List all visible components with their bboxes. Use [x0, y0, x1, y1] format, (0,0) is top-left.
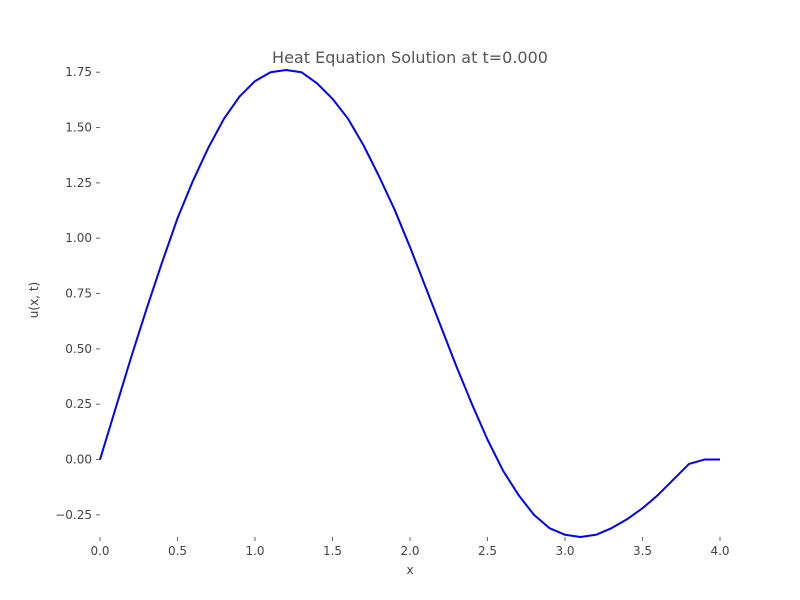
- y-tick-label: 0.50: [65, 342, 92, 356]
- y-tick-label: 1.00: [65, 231, 92, 245]
- x-tick-label: 2.0: [400, 544, 419, 558]
- y-tick-label: 1.50: [65, 121, 92, 135]
- x-tick-label: 3.0: [555, 544, 574, 558]
- series-layer: [99, 69, 720, 538]
- chart-title: Heat Equation Solution at t=0.000: [272, 48, 548, 67]
- x-tick-label: 1.0: [245, 544, 264, 558]
- x-tick-label: 0.5: [168, 544, 187, 558]
- y-tick-label: 1.75: [65, 65, 92, 79]
- y-tick-label: 0.00: [65, 453, 92, 467]
- series-line: [99, 69, 720, 538]
- x-tick-label: 1.5: [323, 544, 342, 558]
- x-tick-label: 4.0: [710, 544, 729, 558]
- y-axis: −0.25 0.00 0.25 0.50 0.75 1.00 1.25 1.50 1.75: [55, 65, 100, 522]
- y-tick-label: 1.25: [65, 176, 92, 190]
- y-axis-label: u(x, t): [27, 282, 41, 318]
- plot-area: −0.25 0.00 0.25 0.50 0.75 1.00 1.25 1.50 1.75 0.…: [55, 65, 729, 558]
- x-tick-label: 3.5: [633, 544, 652, 558]
- y-tick-label: −0.25: [55, 508, 92, 522]
- y-tick-label: 0.75: [65, 287, 92, 301]
- x-axis: 0.0 0.5 1.0 1.5 2.0 2.5 3.0 3.5 4.0: [90, 537, 730, 558]
- y-tick-label: 0.25: [65, 397, 92, 411]
- x-tick-label: 2.5: [478, 544, 497, 558]
- x-axis-label: x: [406, 563, 413, 577]
- x-tick-label: 0.0: [90, 544, 109, 558]
